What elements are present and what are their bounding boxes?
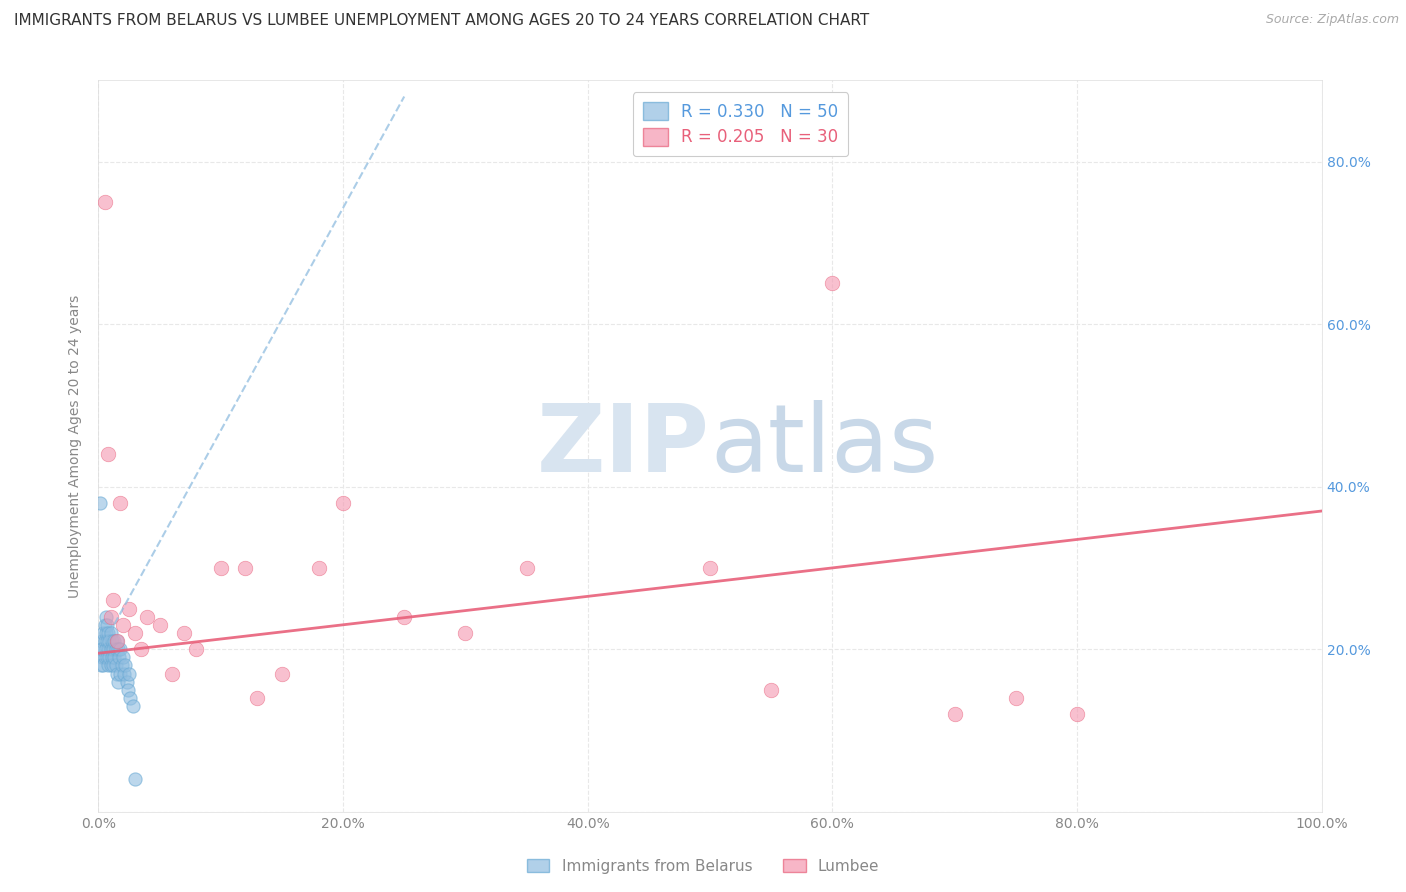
Point	[110, 496, 132, 510]
Point	[104, 642, 127, 657]
Point	[97, 447, 120, 461]
Y-axis label: Unemployment Among Ages 20 to 24 years: Unemployment Among Ages 20 to 24 years	[69, 294, 83, 598]
Point	[91, 642, 114, 657]
Point	[1004, 690, 1026, 705]
Point	[209, 561, 232, 575]
Point	[96, 617, 118, 632]
Point	[110, 642, 132, 657]
Point	[97, 626, 120, 640]
Point	[173, 626, 195, 640]
Point	[821, 277, 844, 291]
Point	[105, 666, 128, 681]
Point	[246, 690, 269, 705]
Point	[114, 658, 136, 673]
Point	[136, 609, 159, 624]
Point	[108, 650, 131, 665]
Point	[98, 650, 121, 665]
Point	[111, 658, 134, 673]
Text: Source: ZipAtlas.com: Source: ZipAtlas.com	[1265, 13, 1399, 27]
Point	[117, 682, 139, 697]
Point	[149, 617, 172, 632]
Point	[107, 642, 129, 657]
Point	[101, 650, 124, 665]
Point	[89, 496, 111, 510]
Point	[103, 634, 125, 648]
Point	[97, 658, 120, 673]
Point	[91, 658, 114, 673]
Point	[270, 666, 294, 681]
Point	[124, 626, 146, 640]
Point	[186, 642, 208, 657]
Point	[112, 666, 135, 681]
Point	[98, 634, 121, 648]
Point	[105, 634, 128, 648]
Point	[91, 626, 114, 640]
Point	[454, 626, 477, 640]
Point	[129, 642, 152, 657]
Point	[115, 674, 138, 689]
Point	[101, 658, 124, 673]
Point	[121, 699, 143, 714]
Legend: Immigrants from Belarus, Lumbee: Immigrants from Belarus, Lumbee	[520, 853, 886, 880]
Point	[111, 617, 134, 632]
Text: ZIP: ZIP	[537, 400, 710, 492]
Point	[93, 650, 115, 665]
Point	[515, 561, 537, 575]
Point	[104, 658, 127, 673]
Legend: R = 0.330   N = 50, R = 0.205   N = 30: R = 0.330 N = 50, R = 0.205 N = 30	[633, 92, 848, 156]
Point	[100, 642, 122, 657]
Point	[120, 690, 142, 705]
Point	[94, 642, 117, 657]
Point	[699, 561, 721, 575]
Point	[761, 682, 783, 697]
Point	[118, 666, 141, 681]
Point	[943, 707, 966, 722]
Point	[101, 593, 124, 607]
Text: IMMIGRANTS FROM BELARUS VS LUMBEE UNEMPLOYMENT AMONG AGES 20 TO 24 YEARS CORRELA: IMMIGRANTS FROM BELARUS VS LUMBEE UNEMPL…	[14, 13, 869, 29]
Point	[124, 772, 146, 787]
Text: atlas: atlas	[710, 400, 938, 492]
Point	[96, 650, 118, 665]
Point	[160, 666, 183, 681]
Point	[90, 642, 112, 657]
Point	[392, 609, 416, 624]
Point	[93, 634, 115, 648]
Point	[118, 601, 141, 615]
Point	[111, 650, 134, 665]
Point	[1066, 707, 1088, 722]
Point	[101, 642, 124, 657]
Point	[91, 650, 114, 665]
Point	[332, 496, 354, 510]
Point	[91, 634, 114, 648]
Point	[96, 634, 118, 648]
Point	[107, 674, 129, 689]
Point	[94, 609, 117, 624]
Point	[97, 642, 120, 657]
Point	[233, 561, 256, 575]
Point	[100, 609, 122, 624]
Point	[90, 658, 112, 673]
Point	[100, 658, 122, 673]
Point	[93, 195, 115, 210]
Point	[101, 634, 124, 648]
Point	[100, 626, 122, 640]
Point	[103, 650, 125, 665]
Point	[105, 634, 128, 648]
Point	[94, 626, 117, 640]
Point	[110, 666, 132, 681]
Point	[308, 561, 330, 575]
Point	[93, 617, 115, 632]
